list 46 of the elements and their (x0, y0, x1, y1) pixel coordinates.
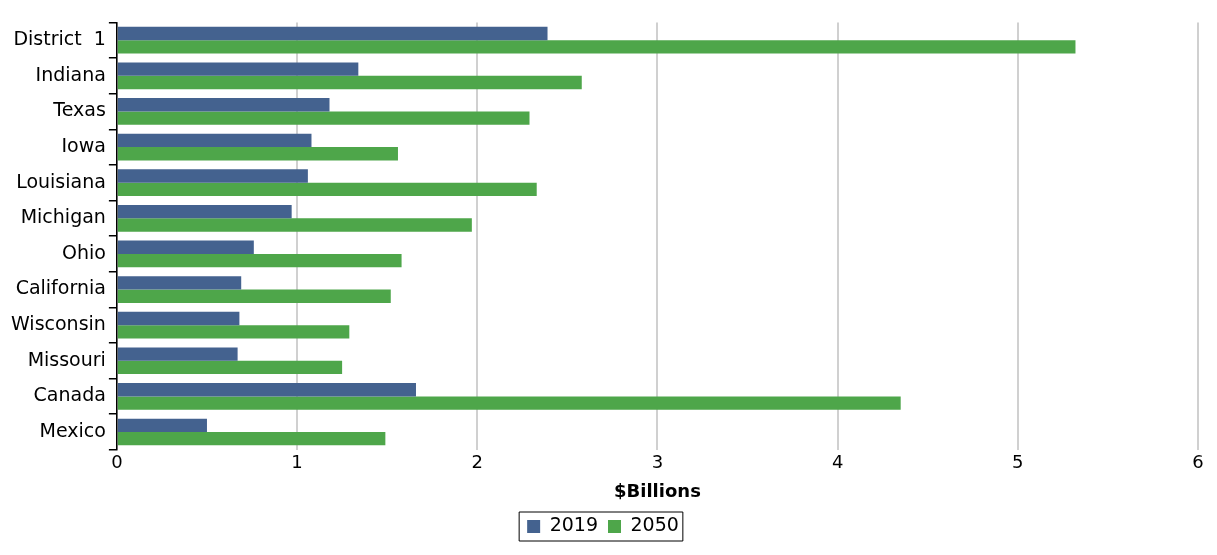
bar (117, 360, 343, 375)
x-tick-label: 0 (111, 451, 123, 473)
bar (117, 431, 386, 446)
bar (117, 289, 391, 303)
bar (117, 147, 398, 161)
bar (117, 111, 530, 125)
y-tick-label: Missouri (27, 347, 106, 370)
y-tick-label: Iowa (61, 134, 106, 156)
x-axis-title: $Billions (614, 479, 701, 501)
y-tick-label: Indiana (35, 62, 106, 85)
bar (117, 133, 312, 148)
y-tick-label: District 1 (13, 27, 106, 50)
x-tick-label: 6 (1192, 451, 1204, 473)
x-tick-label: 2 (471, 451, 483, 473)
y-tick-label: Louisiana (16, 169, 106, 192)
y-tick-label: Wisconsin (10, 312, 106, 335)
bar (117, 325, 350, 339)
legend-label: 2050 (630, 513, 679, 536)
bar (117, 182, 537, 197)
bar (117, 383, 416, 397)
bar (117, 62, 359, 76)
bar (117, 396, 901, 410)
bar (117, 218, 472, 232)
y-tick-label: California (15, 276, 106, 299)
bar (117, 253, 402, 268)
y-tick-label: Ohio (61, 240, 106, 263)
bar (117, 418, 207, 432)
x-tick-label: 3 (651, 451, 664, 473)
bar (117, 169, 308, 183)
x-tick-label: 1 (291, 451, 303, 473)
x-tick-label: 4 (831, 451, 844, 473)
bar (117, 26, 548, 41)
bar (117, 204, 292, 219)
y-tick-label: Michigan (20, 205, 106, 228)
y-tick-label: Mexico (39, 418, 106, 441)
bar (117, 40, 1076, 54)
bar (117, 75, 582, 90)
legend-label: 2019 (549, 513, 599, 536)
bar (117, 240, 254, 254)
x-tick-label: 5 (1012, 451, 1024, 473)
y-tick-label: Texas (52, 98, 106, 121)
y-tick-label: Canada (33, 383, 106, 406)
bar (117, 311, 240, 326)
bar (117, 98, 330, 112)
bar (117, 347, 238, 361)
bar (117, 276, 242, 290)
